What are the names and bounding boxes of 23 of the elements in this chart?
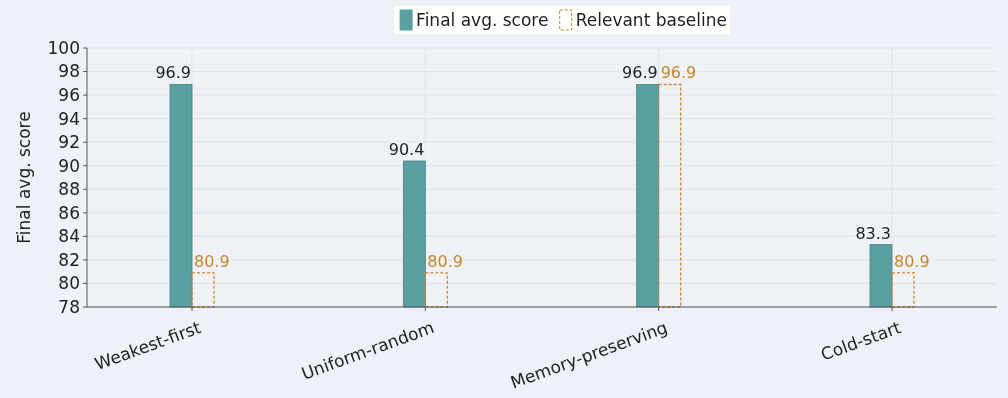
y-tick-label: 96: [58, 85, 80, 106]
data-label: 96.9: [155, 63, 191, 83]
y-tick-label: 94: [58, 108, 80, 129]
data-label: 96.9: [660, 63, 697, 83]
data-label: 80.9: [427, 251, 463, 271]
y-tick-label: 84: [58, 226, 80, 247]
data-label: 90.4: [388, 140, 425, 160]
data-label: 96.9: [622, 63, 658, 83]
legend-label: Final avg. score: [416, 9, 549, 30]
y-tick-label: 80: [58, 273, 80, 294]
y-tick-label: 88: [58, 179, 80, 200]
y-tick-label: 82: [58, 249, 80, 270]
y-tick-label: 78: [58, 296, 80, 317]
data-label: 80.9: [894, 251, 930, 271]
y-tick-label: 92: [58, 132, 80, 153]
legend-label: Relevant baseline: [575, 9, 727, 30]
y-tick-label: 98: [58, 61, 80, 82]
y-tick-label: 100: [47, 37, 80, 58]
data-label: 83.3: [855, 223, 891, 243]
data-label: 80.9: [194, 251, 230, 271]
y-axis-title: Final avg. score: [14, 111, 34, 244]
y-tick-label: 90: [58, 155, 80, 176]
y-tick-label: 86: [58, 202, 80, 223]
